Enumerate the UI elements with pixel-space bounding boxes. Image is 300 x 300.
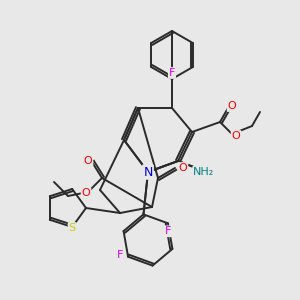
Text: O: O [178,163,188,173]
Text: O: O [84,156,92,166]
Text: F: F [165,226,171,236]
Text: O: O [232,131,240,141]
Text: F: F [117,250,123,260]
Text: NH₂: NH₂ [194,167,214,177]
Text: O: O [82,188,90,198]
Text: N: N [143,166,153,178]
Text: O: O [228,101,236,111]
Text: F: F [169,68,175,78]
Text: N: N [143,166,153,178]
Text: S: S [69,223,76,233]
Text: NH₂: NH₂ [194,167,214,177]
